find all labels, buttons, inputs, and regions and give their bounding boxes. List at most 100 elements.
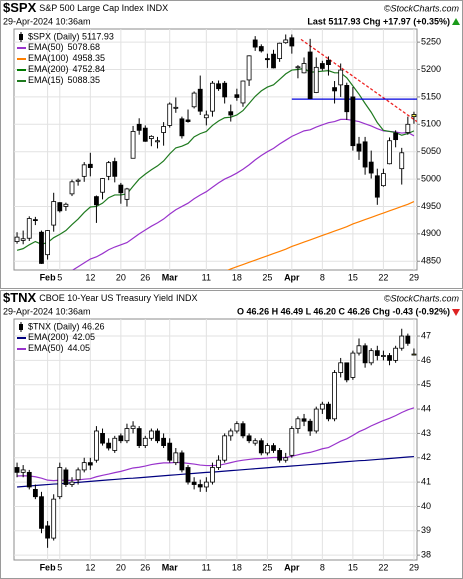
candle-body [94,430,99,461]
candle-body [63,469,69,485]
candle-body [356,143,362,152]
candle-body [69,481,75,485]
y-tick-label: 41 [421,476,431,486]
candle-body [100,178,105,193]
legend-name: EMA(15) [28,75,64,85]
candle-body [191,481,197,485]
candle-body [197,88,203,112]
candle-body [63,203,69,207]
symbol: $SPX [3,0,37,15]
candle-body [106,162,112,177]
legend-value: 5078.68 [68,42,101,52]
legend-name: EMA(200) [28,332,69,342]
ema-line [71,118,415,270]
candle-body [332,372,337,420]
candle-body [313,408,319,432]
x-tick-label: 20 [116,562,126,572]
candle-body [51,201,57,226]
y-tick-label: 4850 [421,256,441,266]
candle-body [393,347,399,361]
ema-line [17,455,414,488]
y-tick-label: 46 [421,355,431,365]
candle-body [283,39,289,44]
x-tick-label: 25 [262,272,272,282]
candle-body [100,433,105,444]
candle-body [271,53,276,69]
y-tick-label: 5200 [421,64,441,74]
symbol: $TNX [3,290,37,305]
candle-body [14,236,20,242]
candle-body [124,428,130,442]
legend-name: EMA(100) [28,53,69,63]
candle-body [155,430,160,442]
x-tick-label: 26 [140,562,150,572]
candle-body [319,403,325,410]
candle-body [301,63,307,74]
candle-body [124,188,130,200]
exchange: INDX [147,3,169,13]
chart-header: $SPX S&P 500 Large Cap Index INDX [3,0,168,15]
x-tick-label: 5 [57,562,62,572]
chart-header: $TNX CBOE 10-Year US Treasury Yield INDX [3,290,197,305]
candle-body [289,428,295,456]
x-tick-label: 25 [262,562,272,572]
security-name: CBOE 10-Year US Treasury Yield [39,293,173,303]
candle-body [381,173,386,187]
candle-body [26,218,32,239]
candle-body [179,452,185,471]
legend-label: EMA(100) 4958.35 [28,53,105,63]
candle-body [228,111,234,116]
candle-body [32,489,38,498]
candle-body [411,353,417,356]
security-name: S&P 500 Large Cap Index [39,3,144,13]
candle-body [203,481,209,488]
y-tick-label: 38 [421,550,431,560]
y-tick-label: 44 [421,403,431,413]
candle-body [283,457,289,461]
candle-body [130,425,136,429]
candle-body [112,437,118,451]
candle-body [319,63,325,69]
candle-body [185,119,191,122]
candle-body [240,423,246,437]
candle-body [75,469,81,481]
candle-body [75,179,81,182]
candle-body [87,462,93,466]
candle-body [136,428,142,446]
candle-body [258,46,264,52]
candle-body [203,114,209,119]
candle-body [118,435,124,442]
candle-body [289,37,295,47]
candle-body [307,420,313,432]
legend-name: EMA(200) [28,64,69,74]
y-tick-label: 4900 [421,228,441,238]
y-tick-label: 42 [421,452,431,462]
x-tick-label: 12 [85,272,95,282]
candle-body [216,83,221,90]
candle-body [210,82,215,112]
candle-body [344,85,350,113]
candle-body [45,525,50,539]
candle-body [106,442,112,449]
ema-line [17,407,415,482]
x-tick-label: 18 [232,272,242,282]
quote: O 46.26 H 46.49 L 46.20 C 46.26 Chg -0.4… [237,306,450,316]
candle-body [234,94,240,98]
candle-body [112,161,118,177]
legend-label: $TNX (Daily) 46.26 [28,321,105,331]
candle-body [32,219,38,222]
y-tick-label: 5050 [421,146,441,156]
candle-body [118,184,124,194]
legend-label: EMA(15) 5088.35 [28,75,100,85]
candle-body [39,496,44,529]
candle-body [136,123,142,131]
candle-body [210,467,215,483]
candle-body [313,66,319,93]
candle-body [368,350,374,364]
x-tick-label: 11 [202,272,211,282]
candle-body [307,51,313,99]
candle-body [94,196,99,206]
candle-body [26,471,32,488]
candle-body [393,132,399,141]
candle-body [295,66,301,69]
